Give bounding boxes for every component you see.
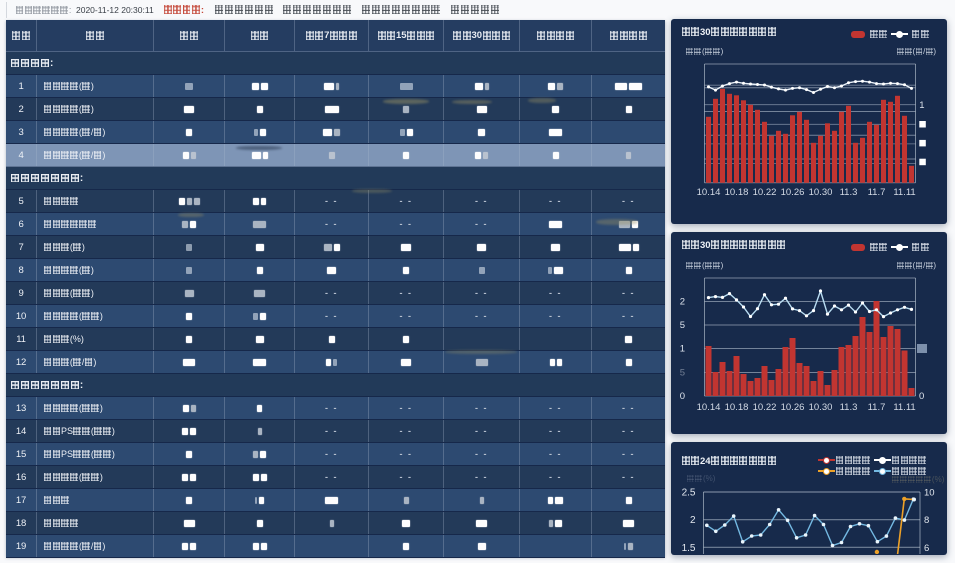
svg-text:10.22: 10.22 [753,402,777,413]
svg-text:2: 2 [690,515,696,526]
svg-text:11.3: 11.3 [840,187,858,198]
svg-text:10.18: 10.18 [725,402,749,413]
svg-text:10.26: 10.26 [781,187,805,198]
svg-text:11.7: 11.7 [868,402,886,413]
svg-text:10.30: 10.30 [809,402,833,413]
svg-text:1: 1 [919,100,924,111]
svg-text:11.11: 11.11 [893,402,915,413]
svg-text:2.5: 2.5 [682,488,696,499]
svg-text:5: 5 [680,320,685,331]
svg-text:11.7: 11.7 [868,187,886,198]
svg-text:10.14: 10.14 [697,402,721,413]
svg-text:5: 5 [680,368,685,379]
svg-text:11.11: 11.11 [893,187,915,198]
svg-text:10: 10 [924,488,935,499]
svg-text:0: 0 [680,391,685,402]
svg-text:10.30: 10.30 [809,187,833,198]
svg-text:11.3: 11.3 [840,402,858,413]
svg-text:8: 8 [924,515,929,526]
svg-text:2: 2 [680,297,685,308]
svg-text:1.5: 1.5 [682,543,696,554]
svg-text:6: 6 [924,543,929,554]
svg-text:10.18: 10.18 [725,187,749,198]
svg-text:1: 1 [680,344,685,355]
svg-text:10.26: 10.26 [781,402,805,413]
svg-text:10.22: 10.22 [753,187,777,198]
svg-text:0: 0 [919,391,924,402]
svg-text:10.14: 10.14 [697,187,721,198]
